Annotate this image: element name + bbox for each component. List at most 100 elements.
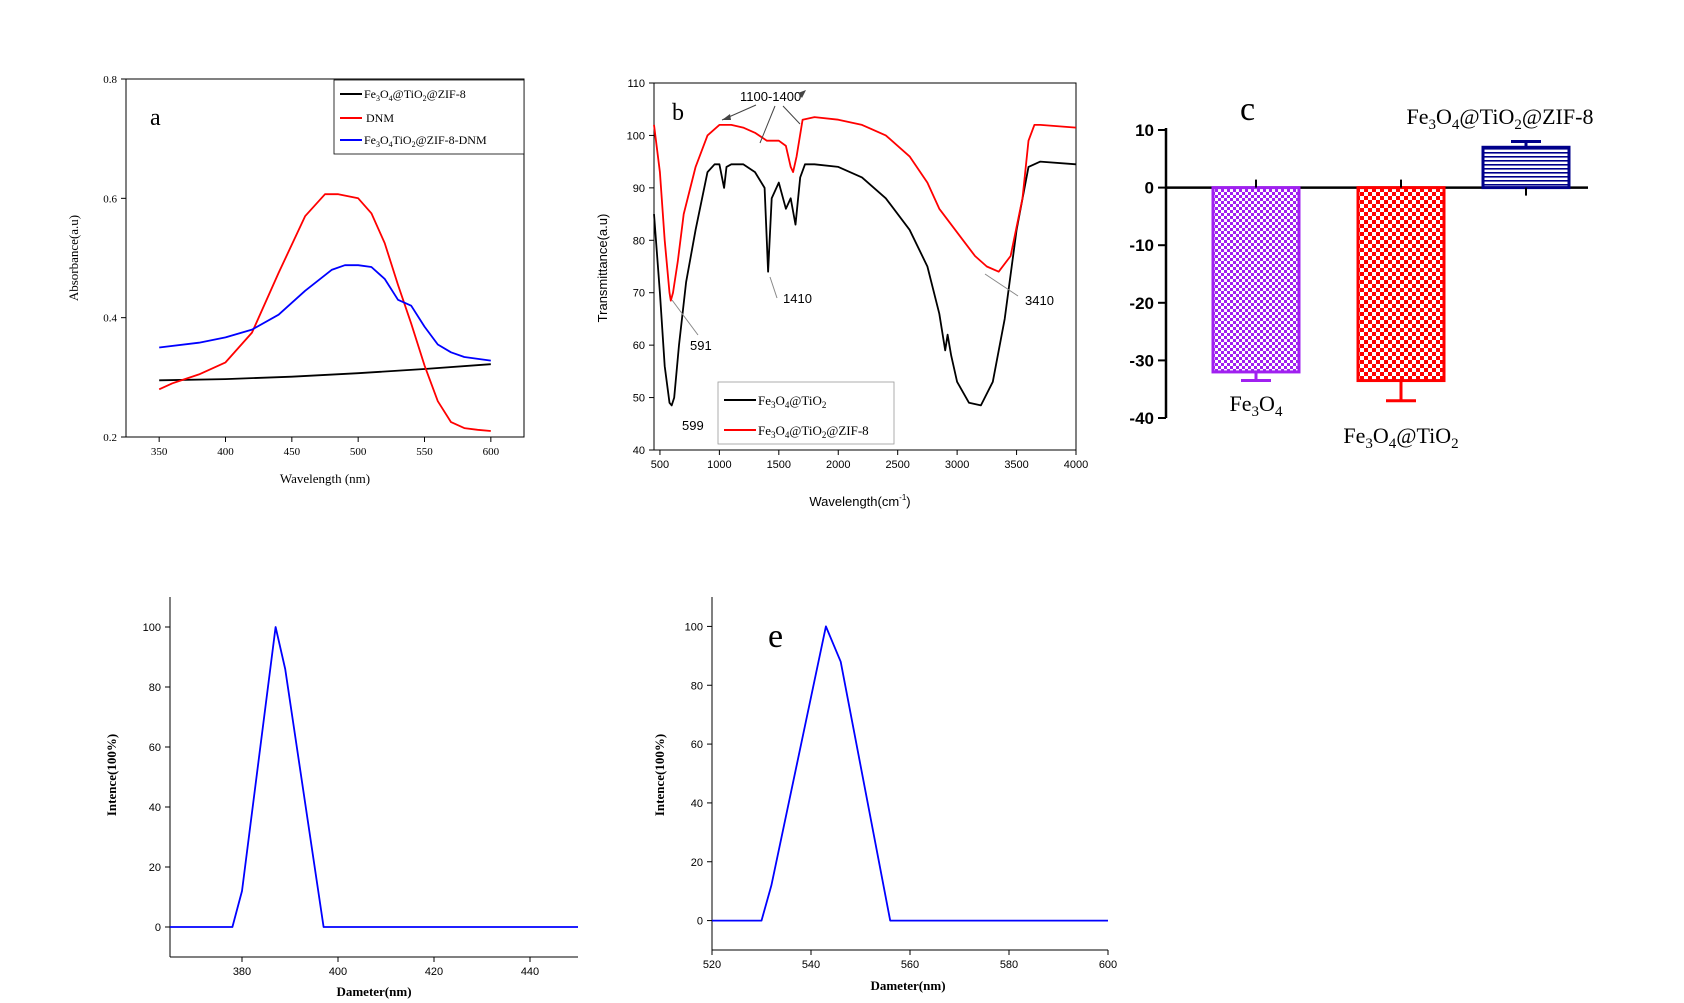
panel-a-legend-box: [333, 79, 525, 155]
series-line-1: [653, 160, 1077, 407]
x-tick-label: 560: [901, 959, 919, 971]
panel-b-annotations: 1100-1400 591 599 1410 3410: [671, 89, 1054, 433]
x-tick-label: 2500: [885, 459, 909, 471]
panel-a-label: a: [150, 105, 161, 131]
annotation-leader-591: [671, 299, 699, 336]
y-tick-label: 0: [1145, 179, 1154, 198]
series-line-1: [170, 626, 578, 928]
panel-b-y-axis-label: Transmittance(a.u): [595, 214, 610, 323]
y-tick-label: 0.4: [103, 313, 117, 325]
panel-c-category-label-1: Fe3O4: [1230, 391, 1283, 420]
panel-a-ticks: 350 400 450 500 550 600 0.2 0.4 0.6 0.8: [103, 74, 499, 458]
panel-a-plot-frame: [125, 78, 525, 438]
annotation-arrowhead-left: [722, 114, 731, 120]
annotation-arrow-right: [759, 105, 776, 144]
panel-e-axes: 520 540 560 580 600 0 20 40 60 80 100: [685, 597, 1117, 971]
series-line-2: [158, 193, 491, 432]
panel-d-series: [170, 626, 578, 928]
panel-e-x-axis-label: Dameter(nm): [870, 978, 945, 993]
panel-e: e 520 540 560 580 600 0 20 40 60 80 100 Dameter(nm…: [652, 597, 1117, 993]
annotation-arrow-right-2: [782, 105, 801, 125]
panel-b-x-axis-label: Wavelength(cm-1): [809, 493, 910, 509]
y-tick-label: 80: [691, 680, 703, 692]
series-line-1: [712, 625, 1108, 922]
panel-a-legend-entry-2: DNM: [366, 111, 394, 125]
panel-b-label: b: [672, 100, 684, 126]
bar-3: [1481, 145, 1571, 190]
series-line-1: [159, 363, 491, 382]
x-tick-label: 1000: [707, 459, 731, 471]
y-tick-label: 60: [149, 742, 161, 754]
y-tick-label: 70: [633, 288, 645, 300]
series-line-3: [159, 264, 491, 362]
y-tick-label: 80: [149, 682, 161, 694]
panel-c: c 10 0 -10 -20 -30 -40 Fe3O4 Fe3O4@TiO2 Fe3O4…: [1129, 91, 1593, 452]
panel-a-series: [158, 193, 491, 432]
y-tick-label: 60: [633, 340, 645, 352]
y-tick-label: 10: [1135, 121, 1154, 140]
panel-a-x-axis-label: Wavelength (nm): [280, 471, 370, 486]
x-tick-label: 580: [1000, 959, 1018, 971]
panel-d-x-axis-label: Dameter(nm): [336, 984, 411, 999]
y-tick-label: 100: [627, 130, 645, 142]
panel-e-y-axis-label: Intence(100%): [652, 734, 667, 816]
y-tick-label: 0: [697, 916, 703, 928]
series-line-2: [653, 116, 1077, 302]
x-tick-label: 1500: [767, 459, 791, 471]
panel-b: b 500 1000 1500 2000 2500 3000 3500 4000 40 50 60 7…: [595, 78, 1088, 509]
x-tick-label: 500: [651, 459, 669, 471]
x-tick-label: 500: [350, 446, 367, 458]
panel-b-legend-entry-2: Fe3O4@TiO2@ZIF-8: [758, 423, 869, 440]
annotation-leader-3410: [984, 273, 1019, 297]
y-tick-label: -40: [1129, 409, 1154, 428]
y-tick-label: 0.2: [103, 432, 117, 444]
panel-b-legend-entry-1: Fe3O4@TiO2: [758, 393, 826, 410]
panel-d-axes: 380 400 420 440 0 20 40 60 80 100: [143, 597, 578, 978]
x-tick-label: 3500: [1004, 459, 1028, 471]
x-tick-label: 440: [521, 966, 539, 978]
bar-2: [1356, 186, 1446, 383]
x-tick-label: 2000: [826, 459, 850, 471]
y-tick-label: 80: [633, 235, 645, 247]
y-tick-label: 60: [691, 739, 703, 751]
panel-d: 380 400 420 440 0 20 40 60 80 100 Dameter(nm) Int…: [104, 597, 578, 999]
panel-c-bars: [1211, 140, 1571, 403]
x-tick-label: 520: [703, 959, 721, 971]
panel-c-label: c: [1240, 91, 1255, 128]
panel-a-y-axis-label: Absorbance(a.u): [66, 215, 81, 301]
annotation-599: 599: [682, 418, 704, 433]
y-tick-label: 40: [691, 798, 703, 810]
annotation-1410: 1410: [783, 291, 812, 306]
panel-a-legend-entry-1: Fe3O4@TiO2@ZIF-8: [364, 87, 466, 103]
y-tick-label: -20: [1129, 294, 1154, 313]
panel-b-series: [653, 116, 1077, 407]
bar-1: [1211, 186, 1301, 374]
annotation-arrowhead-right: [798, 90, 806, 98]
x-tick-label: 4000: [1064, 459, 1088, 471]
panel-b-legend-box: [717, 381, 895, 445]
panel-a: a 350 400 450 500 550 600 0.2 0.4 0.6 0.8 Wavelen…: [66, 74, 525, 486]
annotation-3410: 3410: [1025, 293, 1054, 308]
panel-b-plot-frame: [653, 82, 1077, 451]
x-tick-label: 450: [284, 446, 301, 458]
x-tick-label: 3000: [945, 459, 969, 471]
panel-b-legend: Fe3O4@TiO2 Fe3O4@TiO2@ZIF-8: [717, 381, 895, 445]
y-tick-label: 20: [149, 862, 161, 874]
x-tick-label: 600: [1099, 959, 1117, 971]
x-tick-label: 350: [151, 446, 168, 458]
panel-c-category-label-2: Fe3O4@TiO2: [1343, 423, 1458, 452]
x-tick-label: 540: [802, 959, 820, 971]
x-tick-label: 550: [416, 446, 433, 458]
x-tick-label: 400: [329, 966, 347, 978]
panel-b-ticks: 500 1000 1500 2000 2500 3000 3500 4000 40 50 60 70 8…: [627, 78, 1089, 471]
panel-d-y-axis-label: Intence(100%): [104, 734, 119, 816]
y-tick-label: 100: [143, 622, 161, 634]
x-tick-label: 600: [483, 446, 500, 458]
annotation-leader-1410: [769, 276, 778, 299]
annotation-591: 591: [690, 338, 712, 353]
y-tick-label: 50: [633, 393, 645, 405]
x-tick-label: 400: [217, 446, 234, 458]
x-tick-label: 380: [233, 966, 251, 978]
panel-e-series: [712, 625, 1108, 922]
